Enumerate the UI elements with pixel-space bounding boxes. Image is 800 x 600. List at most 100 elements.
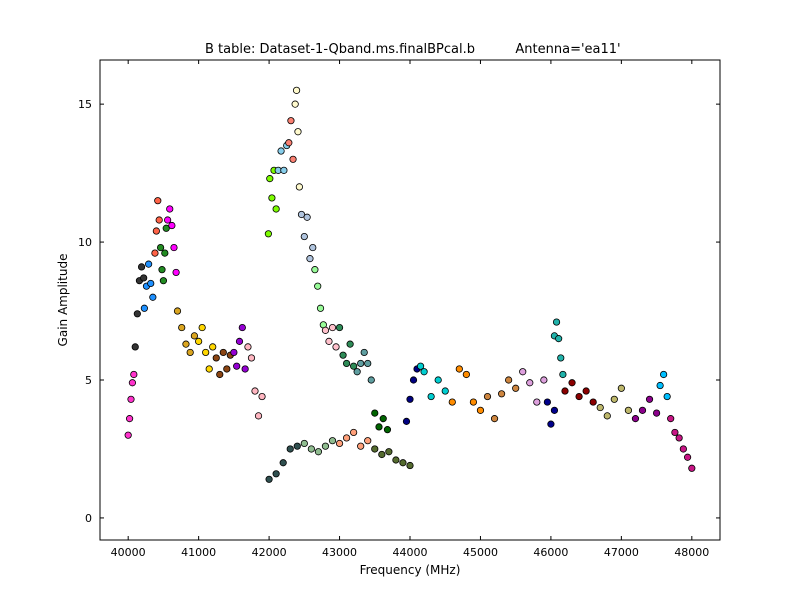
y-tick-label: 0	[85, 512, 92, 525]
series-29	[483, 376, 520, 423]
x-tick-label: 44000	[393, 546, 428, 559]
data-point	[314, 282, 322, 290]
y-tick-label: 15	[78, 98, 92, 111]
data-point	[364, 437, 372, 445]
data-point	[230, 348, 238, 357]
data-point	[392, 456, 400, 464]
data-point	[448, 398, 456, 406]
data-point	[603, 412, 611, 420]
data-point	[346, 340, 354, 348]
data-point	[519, 368, 527, 376]
data-point	[561, 387, 569, 395]
data-point	[379, 415, 387, 423]
series-5	[156, 224, 170, 285]
data-point	[173, 307, 182, 315]
data-point	[140, 274, 148, 282]
data-point	[328, 437, 337, 445]
data-point	[291, 100, 299, 108]
data-point	[235, 337, 244, 345]
data-point	[610, 395, 618, 403]
x-tick-label: 43000	[322, 546, 357, 559]
data-point	[631, 415, 640, 423]
data-points	[124, 86, 696, 483]
series-17	[311, 266, 327, 329]
data-point	[656, 381, 664, 390]
data-point	[512, 384, 520, 392]
data-point	[156, 243, 165, 252]
data-point	[617, 384, 625, 392]
x-tick-label: 45000	[463, 546, 498, 559]
data-point	[321, 326, 330, 334]
data-point	[287, 117, 295, 125]
data-point	[675, 434, 683, 442]
data-point	[145, 260, 153, 268]
data-point	[671, 428, 679, 437]
data-point	[272, 470, 280, 478]
data-point	[342, 359, 351, 368]
data-point	[127, 395, 135, 403]
data-point	[350, 362, 358, 370]
data-point	[328, 323, 337, 332]
data-point	[295, 183, 303, 191]
series-11	[244, 343, 266, 420]
data-point	[264, 230, 272, 238]
data-point	[158, 266, 166, 274]
series-37	[667, 415, 696, 472]
data-point	[555, 335, 563, 343]
data-point	[679, 445, 687, 453]
data-point	[552, 318, 561, 326]
series-25	[371, 445, 414, 470]
data-point	[258, 392, 266, 401]
data-point	[402, 417, 411, 425]
data-point	[289, 155, 297, 163]
data-point	[559, 370, 567, 379]
data-point	[172, 268, 180, 277]
data-point	[162, 224, 170, 232]
data-point	[497, 390, 506, 398]
data-point	[342, 434, 351, 442]
data-point	[455, 365, 463, 373]
data-point	[339, 351, 347, 359]
data-point	[247, 354, 256, 362]
chart-subtitle: Antenna='ea11'	[515, 42, 620, 57]
series-33	[561, 379, 597, 406]
data-point	[688, 464, 696, 472]
data-point	[483, 392, 492, 401]
series-23	[300, 437, 337, 456]
data-point	[209, 343, 217, 351]
x-axis-label: Frequency (MHz)	[360, 563, 461, 577]
data-point	[152, 227, 160, 235]
data-point	[660, 370, 668, 379]
data-point	[137, 263, 146, 271]
data-point	[406, 395, 414, 403]
x-tick-label: 48000	[674, 546, 709, 559]
data-point	[335, 323, 344, 332]
data-point	[216, 370, 224, 379]
x-axis-ticks: 40000 41000 42000 43000 44000 45000 46000 47000…	[111, 60, 709, 559]
series-7	[173, 307, 199, 357]
series-34	[596, 384, 633, 420]
y-axis-ticks: 0 5 10 15	[78, 98, 720, 525]
series-3	[140, 260, 157, 312]
data-point	[170, 243, 178, 252]
data-point	[306, 255, 314, 263]
series-1	[124, 370, 138, 439]
series-24	[335, 428, 372, 450]
data-point	[316, 304, 325, 312]
data-point	[547, 420, 555, 428]
data-point	[272, 205, 280, 213]
data-point	[589, 398, 597, 406]
data-point	[178, 323, 186, 332]
data-point	[292, 86, 301, 94]
data-point	[293, 442, 301, 450]
data-point	[383, 426, 392, 434]
series-27	[416, 362, 449, 401]
data-point	[128, 379, 137, 387]
data-point	[195, 337, 203, 345]
data-point	[371, 409, 379, 417]
data-point	[212, 354, 220, 362]
data-point	[332, 343, 340, 351]
data-point	[505, 376, 513, 384]
